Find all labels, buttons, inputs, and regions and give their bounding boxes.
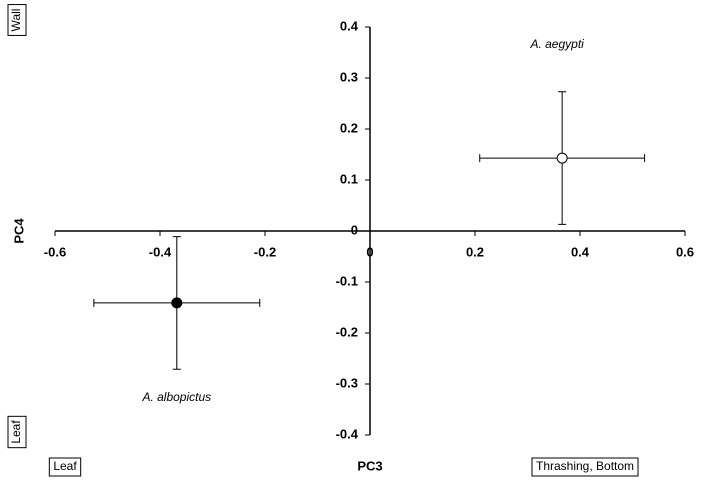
point xyxy=(556,152,568,164)
annotation-box: Leaf xyxy=(48,457,82,477)
annotation-frame xyxy=(48,457,82,477)
x-tick-label: 0 xyxy=(366,244,373,259)
x-tick-label: 0.4 xyxy=(571,244,590,259)
x-tick-label: 0.6 xyxy=(676,244,694,259)
y-tick-label: 0.1 xyxy=(340,171,358,186)
annotation-box: Leaf xyxy=(7,415,27,449)
x-tick-label: -0.4 xyxy=(149,244,172,259)
annotation-frame xyxy=(531,457,639,477)
x-tick-label: 0.2 xyxy=(466,244,484,259)
y-tick-label: -0.4 xyxy=(336,426,359,441)
x-tick-label: -0.2 xyxy=(254,244,276,259)
annotation-box: Thrashing, Bottom xyxy=(531,457,639,477)
annotation-box: Wall xyxy=(7,4,27,36)
annotation: Thrashing, Bottom xyxy=(536,459,634,473)
y-tick-label: 0.4 xyxy=(340,18,359,33)
annotation-frame xyxy=(7,4,27,36)
series-label: A. aegypti xyxy=(529,37,584,51)
annotation-frame xyxy=(7,415,27,449)
y-tick-label: -0.1 xyxy=(336,273,358,288)
x-tick-label: -0.6 xyxy=(44,244,66,259)
x-axis-label: PC3 xyxy=(357,458,382,473)
annotation: Wall xyxy=(9,9,23,32)
y-tick-label: -0.3 xyxy=(336,375,358,390)
y-tick-label: 0.3 xyxy=(340,69,358,84)
y-tick-label: 0 xyxy=(351,222,358,237)
annotation: Leaf xyxy=(9,420,23,444)
y-tick-label: 0.2 xyxy=(340,120,358,135)
annotation: Leaf xyxy=(53,459,77,473)
y-axis-label: PC4 xyxy=(11,218,26,244)
point xyxy=(171,297,183,309)
y-tick-label: -0.2 xyxy=(336,324,358,339)
series-label: A. albopictus xyxy=(141,390,211,404)
